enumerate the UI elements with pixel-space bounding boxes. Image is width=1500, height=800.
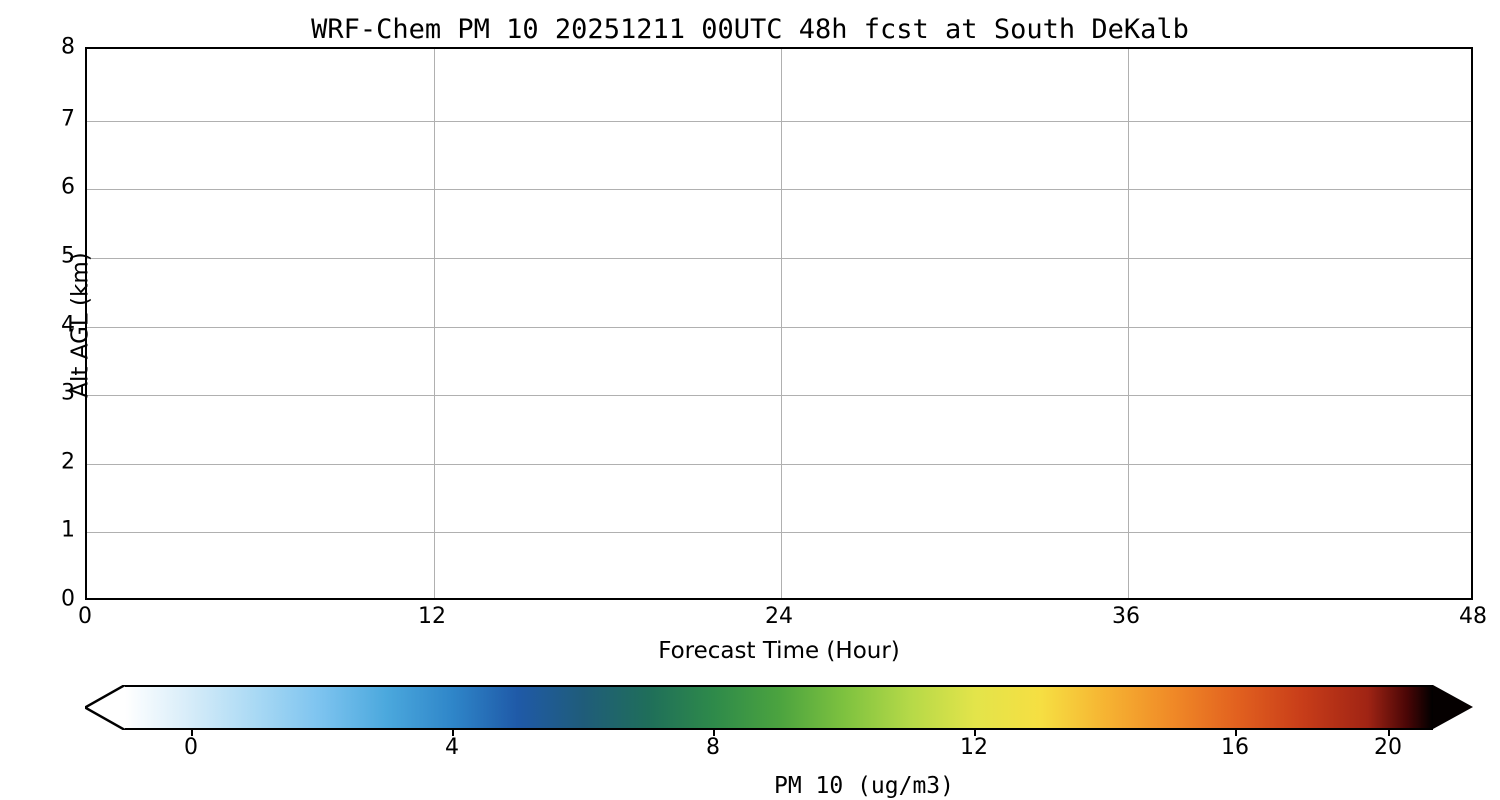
y-tick-label-2: 2	[40, 449, 75, 474]
colorbar-gradient	[125, 685, 1433, 730]
colorbar-under-arrow	[85, 685, 125, 729]
gridline-horizontal	[87, 327, 1471, 328]
chart-title: WRF-Chem PM 10 20251211 00UTC 48h fcst a…	[0, 14, 1500, 45]
colorbar: 0 4 8 12 16 20 PM 10 (ug/m3)	[85, 685, 1473, 730]
gridline-horizontal	[87, 258, 1471, 259]
colorbar-tick-label-20: 20	[1374, 735, 1402, 760]
y-tick-label-0: 0	[40, 587, 75, 612]
gridline-vertical	[1128, 49, 1129, 598]
x-tick-label-12: 12	[418, 604, 446, 629]
plot-area	[85, 47, 1473, 600]
x-axis-label: Forecast Time (Hour)	[658, 638, 900, 664]
colorbar-tick-label-4: 4	[445, 735, 459, 760]
y-tick-label-8: 8	[40, 35, 75, 60]
gridline-vertical	[781, 49, 782, 598]
x-tick-label-0: 0	[78, 604, 92, 629]
y-tick-label-7: 7	[40, 106, 75, 131]
colorbar-tick-label-8: 8	[706, 735, 720, 760]
gridline-horizontal	[87, 121, 1471, 122]
y-tick-label-1: 1	[40, 518, 75, 543]
x-tick-label-36: 36	[1112, 604, 1140, 629]
y-tick-label-6: 6	[40, 175, 75, 200]
colorbar-over-arrow	[1433, 685, 1473, 729]
gridline-horizontal	[87, 464, 1471, 465]
colorbar-tick-label-12: 12	[960, 735, 988, 760]
gridline-horizontal	[87, 395, 1471, 396]
x-tick-label-48: 48	[1459, 604, 1487, 629]
chart-page: WRF-Chem PM 10 20251211 00UTC 48h fcst a…	[0, 0, 1500, 800]
gridline-vertical	[434, 49, 435, 598]
colorbar-label: PM 10 (ug/m3)	[774, 773, 954, 799]
gridline-horizontal	[87, 189, 1471, 190]
colorbar-tick-label-16: 16	[1221, 735, 1249, 760]
y-axis-label: Alt AGL (km)	[68, 252, 94, 397]
gridline-horizontal	[87, 532, 1471, 533]
colorbar-tick-label-0: 0	[184, 735, 198, 760]
x-tick-label-24: 24	[765, 604, 793, 629]
